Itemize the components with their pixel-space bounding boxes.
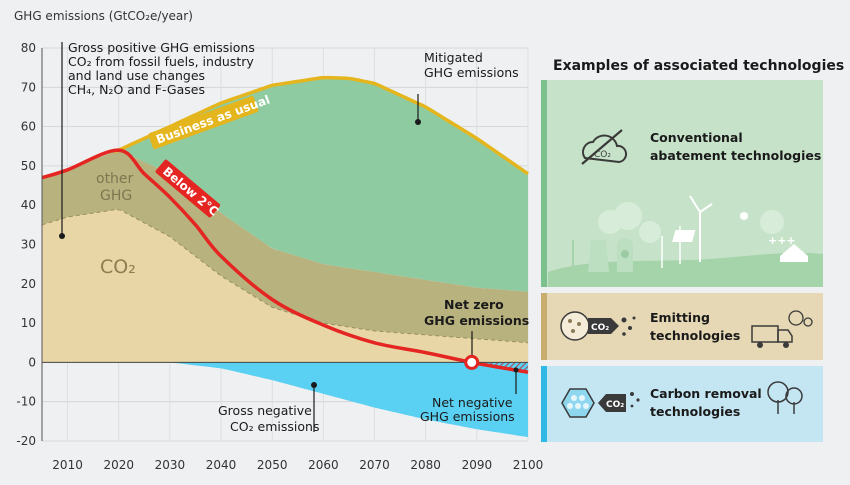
mitigated-label-2: GHG emissions bbox=[424, 65, 519, 80]
other-ghg-label-2: GHG bbox=[100, 188, 132, 204]
y-axis-label: GHG emissions (GtCO₂e/year) bbox=[14, 9, 193, 23]
svg-text:+++: +++ bbox=[768, 234, 796, 247]
x-tick-label: 2090 bbox=[462, 458, 493, 472]
x-tick-label: 2010 bbox=[52, 458, 83, 472]
land-use-label: and land use changes bbox=[68, 68, 205, 83]
svg-text:CO₂: CO₂ bbox=[606, 400, 624, 410]
removal-label-2: technologies bbox=[650, 404, 740, 419]
net-zero-label-2: GHG emissions bbox=[424, 313, 529, 328]
x-tick-label: 2020 bbox=[103, 458, 134, 472]
y-tick-label: -20 bbox=[16, 434, 36, 448]
line-layer bbox=[41, 75, 530, 374]
net-zero-marker bbox=[464, 354, 480, 370]
below2-line bbox=[41, 148, 529, 374]
net-zero-label-1: Net zero bbox=[444, 297, 504, 312]
gross-negative-label-1: Gross negative bbox=[218, 403, 312, 418]
coal-emission-icon: CO₂ bbox=[560, 311, 636, 341]
conventional-label-1: Conventional bbox=[650, 130, 743, 145]
carbon-capture-icon: CO₂ bbox=[561, 388, 640, 418]
x-tick-label: 2030 bbox=[155, 458, 186, 472]
emitting-label-2: technologies bbox=[650, 328, 740, 343]
y-tick-label: 0 bbox=[28, 355, 36, 369]
mitigated-label-1: Mitigated bbox=[424, 50, 483, 65]
panel-title: Examples of associated technologies bbox=[553, 58, 844, 74]
y-tick-label: 60 bbox=[21, 120, 36, 134]
y-tick-label: 50 bbox=[21, 159, 36, 173]
conventional-panel bbox=[541, 80, 823, 287]
conventional-bar bbox=[541, 80, 547, 287]
other-ghg-label-1: other bbox=[96, 171, 134, 187]
x-tick-label: 2070 bbox=[359, 458, 390, 472]
x-tick-label: 2040 bbox=[206, 458, 237, 472]
x-tick-label: 2100 bbox=[513, 458, 544, 472]
other-ghg-area bbox=[42, 151, 528, 343]
x-tick-label: 2050 bbox=[257, 458, 288, 472]
net-negative-label-2: GHG emissions bbox=[420, 409, 515, 424]
x-tick-label: 2060 bbox=[308, 458, 339, 472]
truck-icon bbox=[751, 310, 813, 348]
gross-positive-annotation: Gross positive GHG emissions CO₂ from fo… bbox=[59, 40, 255, 239]
co2-area bbox=[42, 209, 528, 363]
removal-label-1: Carbon removal bbox=[650, 386, 762, 401]
technology-panel: Examples of associated technologies CO₂ … bbox=[541, 58, 844, 442]
x-tick-label: 2080 bbox=[410, 458, 441, 472]
removal-bar bbox=[541, 366, 547, 442]
cloud-crossed-icon: CO₂ bbox=[581, 129, 628, 165]
svg-text:CO₂: CO₂ bbox=[591, 323, 609, 333]
svg-text:CO₂: CO₂ bbox=[594, 150, 611, 160]
gross-negative-label-2: CO₂ emissions bbox=[230, 419, 319, 434]
y-tick-label: 20 bbox=[21, 277, 36, 291]
y-tick-label: -10 bbox=[16, 395, 36, 409]
gross-negative-annotation: Gross negative CO₂ emissions bbox=[218, 382, 319, 434]
emitting-bar bbox=[541, 293, 547, 360]
net-negative-annotation: Net negative GHG emissions bbox=[420, 367, 519, 424]
y-tick-label: 30 bbox=[21, 238, 36, 252]
y-tick-label: 80 bbox=[21, 41, 36, 55]
gross-negative-area bbox=[169, 362, 528, 438]
mitigated-annotation: Mitigated GHG emissions bbox=[415, 50, 519, 125]
co2-fossil-label: CO₂ from fossil fuels, industry bbox=[68, 54, 254, 69]
landscape-illustration: +++ bbox=[548, 195, 823, 287]
other-gases-label: CH₄, N₂O and F-Gases bbox=[68, 82, 205, 97]
gross-positive-title: Gross positive GHG emissions bbox=[68, 40, 255, 55]
bau-line bbox=[114, 75, 530, 176]
net-negative-label-1: Net negative bbox=[432, 395, 513, 410]
emitting-label-1: Emitting bbox=[650, 310, 710, 325]
y-tick-label: 70 bbox=[21, 80, 36, 94]
y-tick-label: 10 bbox=[21, 316, 36, 330]
conventional-label-2: abatement technologies bbox=[650, 148, 821, 163]
y-tick-label: 40 bbox=[21, 198, 36, 212]
net-zero-annotation: Net zero GHG emissions bbox=[424, 297, 529, 370]
trees-icon bbox=[767, 381, 803, 414]
co2-area-label: CO₂ bbox=[100, 256, 136, 278]
co2-boundary-line bbox=[41, 209, 529, 344]
